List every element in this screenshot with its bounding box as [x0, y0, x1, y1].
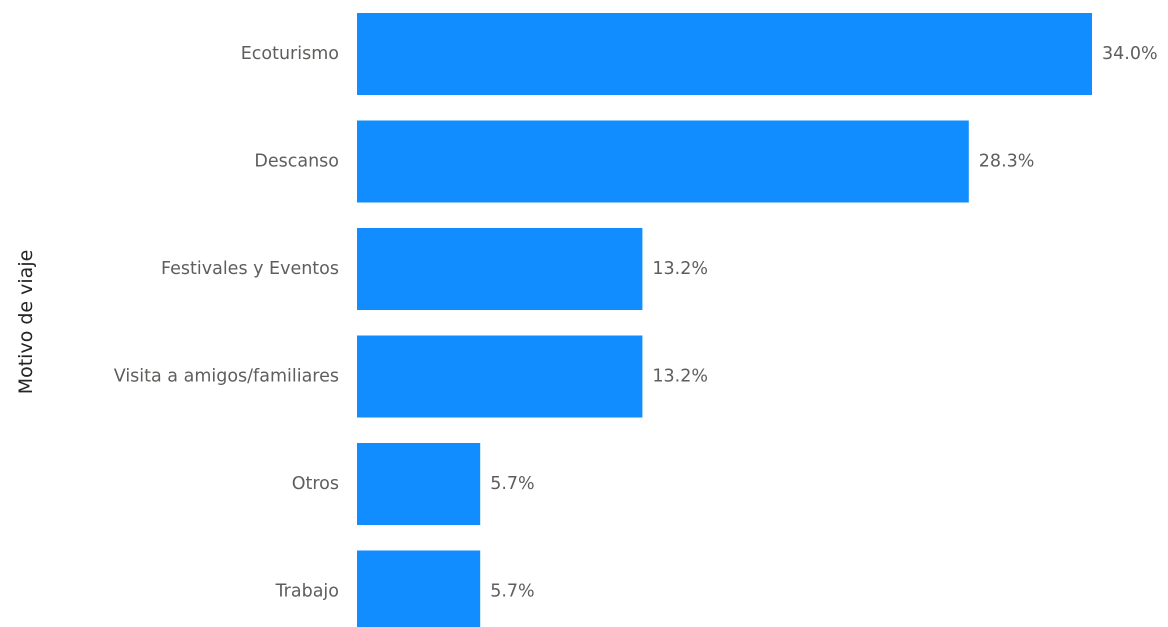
bars-group — [357, 13, 1092, 627]
value-label-0: 34.0% — [1102, 44, 1158, 64]
category-label-5: Trabajo — [275, 582, 339, 602]
y-axis-title: Motivo de viaje — [15, 250, 37, 395]
value-label-1: 28.3% — [979, 152, 1035, 172]
value-label-2: 13.2% — [652, 259, 708, 279]
bar-0[interactable] — [357, 13, 1092, 95]
category-label-0: Ecoturismo — [241, 44, 339, 64]
value-label-3: 13.2% — [652, 367, 708, 387]
category-labels-group: Ecoturismo Descanso Festivales y Eventos Vi… — [114, 44, 339, 602]
value-label-5: 5.7% — [490, 582, 534, 602]
bar-5[interactable] — [357, 550, 481, 627]
category-label-3: Visita a amigos/familiares — [114, 367, 339, 387]
value-labels-group: 34.0% 28.3% 13.2% 13.2% 5.7% 5.7% — [490, 44, 1157, 602]
bar-2[interactable] — [357, 228, 643, 310]
category-label-4: Otros — [292, 474, 339, 494]
category-label-2: Festivales y Eventos — [161, 259, 339, 279]
bar-1[interactable] — [357, 120, 969, 203]
value-label-4: 5.7% — [490, 474, 534, 494]
bar-4[interactable] — [357, 443, 481, 525]
bar-3[interactable] — [357, 335, 643, 418]
category-label-1: Descanso — [254, 152, 339, 172]
